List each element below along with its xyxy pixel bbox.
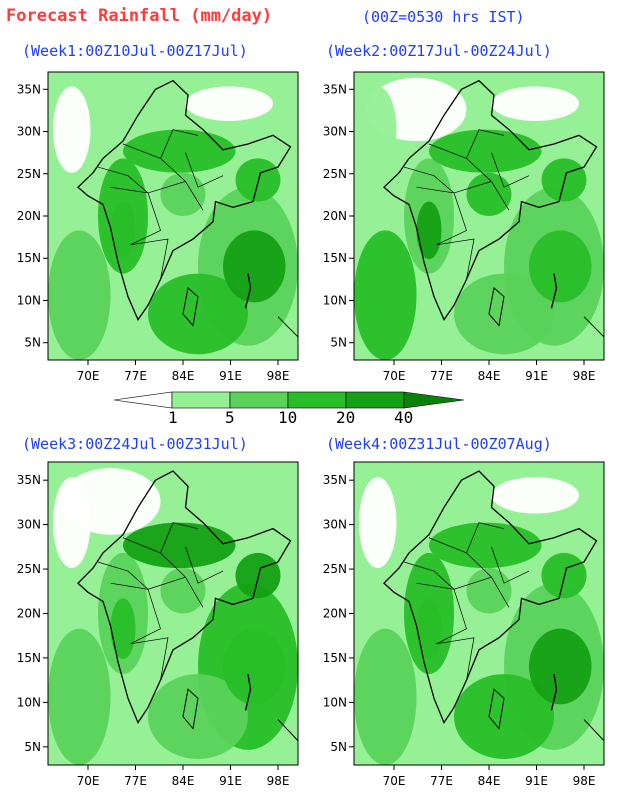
legend-seg-1: [171, 391, 231, 409]
lat-tick-label: 35N: [17, 82, 41, 96]
lat-tick-label: 30N: [17, 125, 41, 139]
lat-tick-label: 15N: [17, 651, 41, 665]
lat-tick-label: 25N: [323, 562, 347, 576]
color-legend: 1 5 10 20 40: [112, 390, 472, 430]
lon-tick-label: 98E: [267, 369, 290, 383]
rainfall-map-week3: 35N 30N 25N 20N 15N 10N 5N 70E 77E 84E 91E 98E: [2, 458, 304, 793]
legend-color-bar: [113, 391, 465, 409]
legend-label-40: 40: [394, 408, 414, 427]
lon-tick-label: 91E: [219, 369, 242, 383]
lon-tick-label: 98E: [267, 774, 290, 788]
legend-label-20: 20: [336, 408, 356, 427]
lat-tick-label: 10N: [323, 695, 347, 709]
lat-tick-label: 30N: [323, 518, 347, 532]
lon-tick-label: 77E: [430, 369, 453, 383]
lon-tick-label: 70E: [77, 774, 100, 788]
lon-tick-label: 84E: [172, 774, 195, 788]
lat-tick-label: 5N: [330, 740, 347, 754]
lat-tick-label: 20N: [323, 607, 347, 621]
lat-tick-label: 25N: [17, 167, 41, 181]
map-panel-week2: 35N 30N 25N 20N 15N 10N 5N 70E 77E 84E 91E 98E: [308, 68, 610, 388]
lon-tick-label: 84E: [478, 774, 501, 788]
lon-tick-label: 91E: [525, 774, 548, 788]
lon-tick-label: 98E: [573, 369, 596, 383]
lat-tick-label: 30N: [323, 125, 347, 139]
lat-tick-label: 5N: [24, 740, 41, 754]
rainfall-map-week4: 35N 30N 25N 20N 15N 10N 5N 70E 77E 84E 91E 98E: [308, 458, 610, 793]
rainfall-map-week2: 35N 30N 25N 20N 15N 10N 5N 70E 77E 84E 91E 98E: [308, 68, 610, 388]
time-note: (00Z=0530 hrs IST): [362, 8, 525, 26]
lat-tick-label: 5N: [24, 336, 41, 350]
lon-tick-label: 70E: [77, 369, 100, 383]
lat-tick-label: 35N: [323, 473, 347, 487]
chart-title: Forecast Rainfall (mm/day): [6, 6, 273, 26]
lat-tick-label: 35N: [323, 82, 347, 96]
lat-tick-label: 5N: [330, 336, 347, 350]
lat-tick-label: 10N: [323, 293, 347, 307]
legend-seg-2: [229, 391, 289, 409]
lon-tick-label: 98E: [573, 774, 596, 788]
legend-seg-3: [287, 391, 347, 409]
map-panel-week3: 35N 30N 25N 20N 15N 10N 5N 70E 77E 84E 91E 98E: [2, 458, 304, 793]
lon-tick-label: 91E: [219, 774, 242, 788]
legend-label-10: 10: [278, 408, 298, 427]
lat-tick-label: 20N: [17, 209, 41, 223]
lat-tick-label: 30N: [17, 518, 41, 532]
lon-tick-label: 77E: [124, 369, 147, 383]
map-panel-week4: 35N 30N 25N 20N 15N 10N 5N 70E 77E 84E 91E 98E: [308, 458, 610, 793]
lat-tick-label: 10N: [17, 293, 41, 307]
lat-tick-label: 20N: [17, 607, 41, 621]
map-panel-week1: 35N 30N 25N 20N 15N 10N 5N 70E 77E 84E 91E 98E: [2, 68, 304, 388]
lat-tick-label: 15N: [323, 651, 347, 665]
legend-label-1: 1: [168, 408, 178, 427]
lon-tick-label: 77E: [124, 774, 147, 788]
lon-tick-label: 84E: [478, 369, 501, 383]
lon-tick-label: 77E: [430, 774, 453, 788]
lon-tick-label: 70E: [383, 369, 406, 383]
rainfall-map-week1: 35N 30N 25N 20N 15N 10N 5N 70E 77E 84E 91E 98E: [2, 68, 304, 388]
lon-tick-label: 70E: [383, 774, 406, 788]
legend-label-5: 5: [225, 408, 235, 427]
panel-title-week3: (Week3:00Z24Jul-00Z31Jul): [22, 435, 248, 453]
lat-tick-label: 35N: [17, 473, 41, 487]
panel-title-week2: (Week2:00Z17Jul-00Z24Jul): [326, 42, 552, 60]
lat-tick-label: 15N: [17, 251, 41, 265]
legend-seg-4: [345, 391, 405, 409]
lat-tick-label: 25N: [323, 167, 347, 181]
lat-tick-label: 25N: [17, 562, 41, 576]
lat-tick-label: 20N: [323, 209, 347, 223]
panel-title-week4: (Week4:00Z31Jul-00Z07Aug): [326, 435, 552, 453]
legend-seg-0: [113, 391, 173, 409]
lat-tick-label: 10N: [17, 695, 41, 709]
lat-tick-label: 15N: [323, 251, 347, 265]
legend-seg-5: [403, 391, 465, 409]
lon-tick-label: 84E: [172, 369, 195, 383]
panel-title-week1: (Week1:00Z10Jul-00Z17Jul): [22, 42, 248, 60]
lon-tick-label: 91E: [525, 369, 548, 383]
